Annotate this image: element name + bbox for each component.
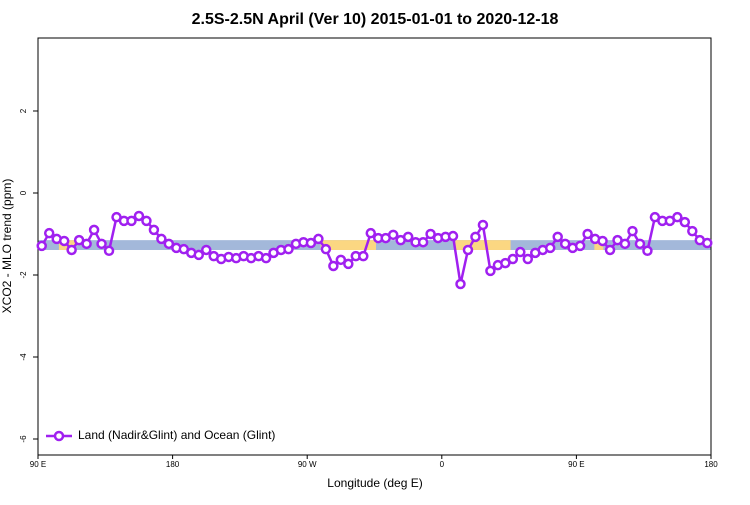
- data-point: [358, 250, 369, 262]
- x-tick-label: 180: [704, 460, 718, 469]
- data-point: [58, 235, 70, 247]
- x-tick-label: 0: [440, 460, 445, 469]
- data-point: [193, 249, 205, 261]
- y-tick-label: 0: [19, 190, 28, 195]
- data-point: [627, 225, 638, 237]
- data-point: [335, 254, 347, 266]
- data-point: [283, 243, 294, 255]
- data-point: [507, 253, 519, 265]
- y-tick-label: -6: [19, 435, 28, 443]
- data-point: [201, 244, 212, 256]
- data-point: [260, 252, 272, 264]
- data-point: [305, 237, 317, 249]
- data-point: [417, 236, 429, 248]
- data-point: [88, 224, 100, 236]
- data-point: [470, 231, 481, 243]
- y-tick-label: -2: [19, 271, 28, 279]
- data-point: [522, 253, 534, 265]
- data-point: [455, 278, 466, 290]
- data-point: [425, 228, 436, 240]
- data-point: [477, 219, 489, 231]
- y-axis-label: XCO2 - MLO trend (ppm): [0, 179, 14, 314]
- data-point: [103, 245, 115, 257]
- data-point: [328, 260, 339, 272]
- data-point: [96, 238, 107, 250]
- data-point: [126, 215, 137, 227]
- data-point: [402, 231, 414, 243]
- data-point: [687, 225, 698, 237]
- data-point: [43, 227, 55, 239]
- data-point: [343, 258, 354, 270]
- x-tick-label: 180: [166, 460, 180, 469]
- data-point: [500, 257, 511, 269]
- data-point: [320, 243, 332, 255]
- data-point: [163, 238, 175, 250]
- data-point: [552, 231, 563, 243]
- data-point: [582, 228, 593, 240]
- data-point: [679, 216, 691, 228]
- data-point: [462, 244, 474, 256]
- data-point: [597, 235, 608, 247]
- band-highlight: [320, 240, 376, 250]
- data-point: [387, 229, 399, 241]
- y-tick-label: 2: [19, 108, 28, 113]
- data-point: [156, 233, 167, 245]
- data-point: [634, 238, 646, 250]
- data-point: [559, 238, 571, 250]
- data-point: [447, 230, 459, 242]
- data-point: [672, 211, 683, 223]
- data-point: [36, 240, 47, 252]
- x-axis-label: Longitude (deg E): [327, 476, 422, 490]
- legend-marker: [53, 430, 65, 442]
- band-highlight: [594, 240, 604, 250]
- data-point: [574, 240, 586, 252]
- chart-title: 2.5S-2.5N April (Ver 10) 2015-01-01 to 2…: [192, 11, 559, 28]
- x-tick-label: 90 E: [568, 460, 584, 469]
- band-highlight: [455, 240, 511, 250]
- data-point: [133, 210, 145, 222]
- x-tick-label: 90 W: [298, 460, 317, 469]
- data-point: [148, 224, 160, 236]
- legend-label: Land (Nadir&Glint) and Ocean (Glint): [78, 428, 275, 442]
- data-point: [544, 242, 556, 254]
- x-tick-label: 90 E: [30, 460, 46, 469]
- data-point: [515, 246, 526, 258]
- data-point: [702, 237, 713, 249]
- data-point: [66, 244, 77, 256]
- data-point: [141, 215, 152, 227]
- data-point: [604, 244, 616, 256]
- data-point: [81, 238, 92, 250]
- data-point: [365, 227, 377, 239]
- data-point: [619, 238, 631, 250]
- data-point: [485, 265, 496, 277]
- y-tick-label: -4: [19, 353, 28, 361]
- data-point: [313, 233, 324, 245]
- data-point: [642, 245, 653, 257]
